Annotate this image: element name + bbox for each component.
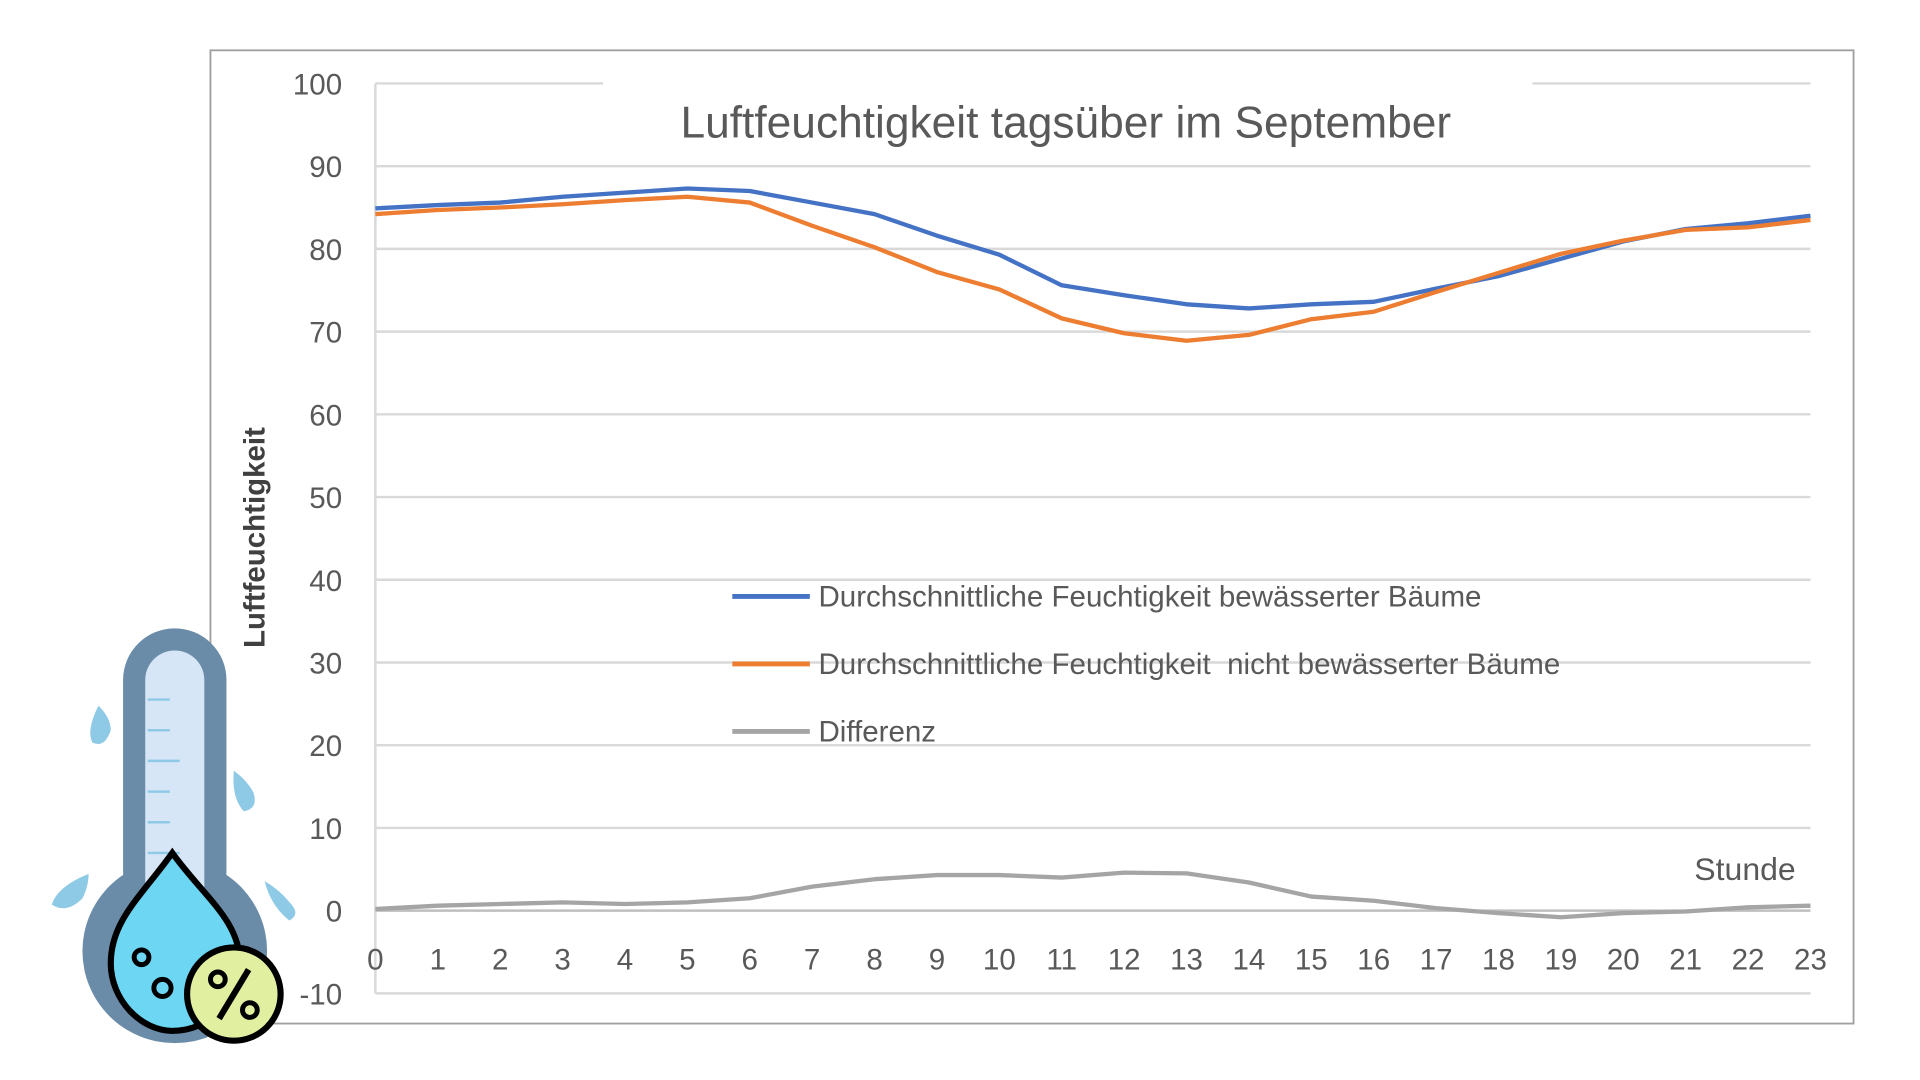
x-tick-label: 18 — [1482, 944, 1515, 977]
thermometer-humidity-icon — [51, 628, 296, 1044]
x-tick-label: 3 — [554, 944, 570, 977]
y-tick-label: 10 — [309, 813, 342, 846]
x-tick-label: 20 — [1607, 944, 1640, 977]
x-tick-label: 23 — [1794, 944, 1827, 977]
y-tick-label: 20 — [309, 730, 342, 763]
y-axis-label: Luftfeuchtigkeit — [239, 427, 272, 648]
x-tick-label: 7 — [804, 944, 820, 977]
legend: Durchschnittliche Feuchtigkeit bewässert… — [732, 580, 1560, 748]
y-tick-label: 80 — [309, 234, 342, 267]
legend-entry: Durchschnittliche Feuchtigkeit nicht bew… — [818, 648, 1560, 681]
x-axis-label: Stunde — [1694, 851, 1795, 887]
x-tick-label: 12 — [1108, 944, 1141, 977]
x-tick-label: 8 — [866, 944, 882, 977]
y-tick-label: 0 — [326, 896, 342, 929]
legend-entry: Differenz — [818, 715, 936, 748]
x-tick-label: 10 — [983, 944, 1016, 977]
y-tick-label: 40 — [309, 565, 342, 598]
x-tick-label: 13 — [1170, 944, 1203, 977]
series-line-2 — [375, 194, 1811, 343]
x-tick-label: 11 — [1046, 944, 1077, 977]
y-tick-label: 70 — [309, 317, 342, 350]
legend-entry: Durchschnittliche Feuchtigkeit bewässert… — [818, 580, 1481, 613]
y-tick-label: 60 — [309, 399, 342, 432]
x-tick-label: 9 — [929, 944, 945, 977]
x-tick-label: 6 — [742, 944, 758, 977]
x-tick-label: 5 — [679, 944, 695, 977]
x-tick-label: 0 — [367, 944, 383, 977]
chart-frame — [209, 49, 1855, 1025]
y-tick-label: 50 — [309, 482, 342, 515]
series-line-3 — [375, 870, 1811, 920]
x-tick-label: 15 — [1295, 944, 1328, 977]
x-tick-label: 4 — [617, 944, 633, 977]
chart-title: Luftfeuchtigkeit tagsüber im September — [680, 99, 1451, 148]
y-tick-label: 100 — [293, 69, 342, 102]
y-tick-label: 30 — [309, 648, 342, 681]
series-line-1 — [375, 186, 1811, 311]
x-tick-label: 17 — [1420, 944, 1453, 977]
x-tick-label: 21 — [1669, 944, 1702, 977]
x-tick-label: 16 — [1357, 944, 1390, 977]
x-tick-label: 2 — [492, 944, 508, 977]
x-tick-label: 19 — [1544, 944, 1577, 977]
x-tick-label: 22 — [1732, 944, 1765, 977]
y-tick-label: -10 — [299, 978, 342, 1011]
x-tick-label: 1 — [430, 944, 446, 977]
x-tick-label: 14 — [1232, 944, 1265, 977]
y-tick-label: 90 — [309, 151, 342, 184]
